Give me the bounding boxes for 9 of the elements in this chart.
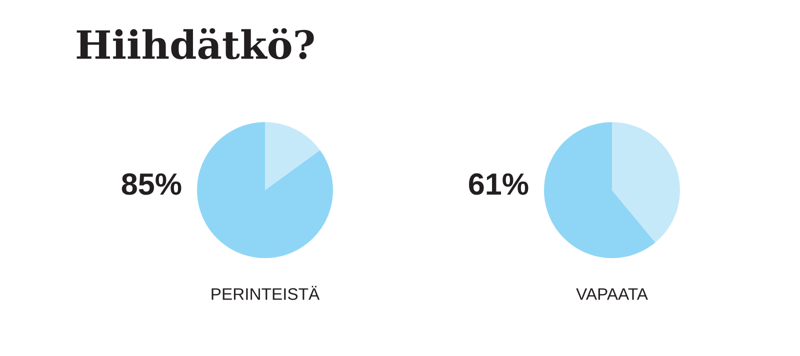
pie-slice [197,122,333,258]
pie-slice [265,122,320,190]
text: PERINTEISTÄ [212,286,320,300]
pie-slice [612,122,680,242]
data-label: 85% [122,173,182,195]
text: VAPAATA [576,288,648,300]
data-label: 61% [469,173,528,195]
chart-title: Hiihdätkö? [76,28,314,60]
pie-slice [544,122,656,258]
